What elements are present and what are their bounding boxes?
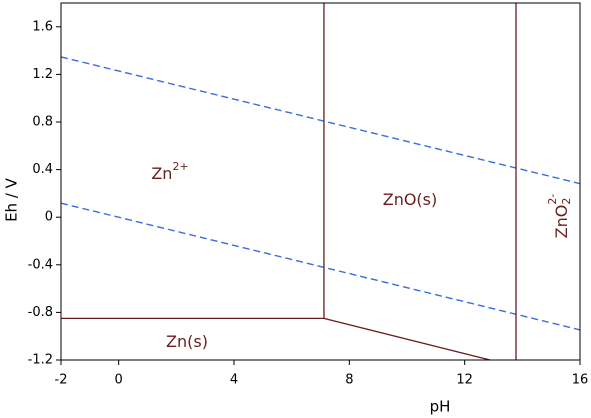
region-label-text: ZnO: [552, 205, 571, 239]
y-tick-label: -1.2: [28, 353, 53, 368]
region-label-sup: 2+: [172, 160, 188, 173]
region-label-text: ZnO(s): [383, 190, 438, 209]
y-tick-label: 0.4: [32, 162, 53, 177]
y-tick-label: -0.8: [28, 305, 53, 320]
region-label: ZnO(s): [383, 190, 438, 209]
region-label-sup: 2-: [546, 194, 559, 205]
y-tick-label: 1.2: [32, 67, 53, 82]
x-tick-label: 16: [572, 373, 589, 388]
region-label-sub: 2: [560, 198, 573, 205]
y-axis-label: Eh / V: [3, 177, 21, 222]
boundary-line: [60, 56, 581, 185]
boundary-line: [60, 202, 581, 331]
x-tick-label: 0: [115, 373, 123, 388]
y-tick-label: -0.4: [28, 257, 53, 272]
y-tick-label: 0: [45, 210, 53, 225]
x-axis-label: pH: [430, 398, 451, 416]
region-label: Zn2+: [151, 160, 188, 183]
x-tick-label: 12: [456, 373, 473, 388]
region-label-text: Zn(s): [166, 332, 208, 351]
region-label: ZnO22-: [546, 194, 573, 239]
x-tick-label: -2: [55, 373, 68, 388]
y-tick-label: 1.6: [32, 19, 53, 34]
x-tick-label: 8: [345, 373, 353, 388]
boundary-line: [323, 317, 491, 361]
region-label: Zn(s): [166, 332, 208, 351]
y-tick-label: 0.8: [32, 115, 53, 130]
x-tick-label: 4: [230, 373, 238, 388]
region-label-text: Zn: [151, 164, 172, 183]
plot-frame: [60, 2, 581, 361]
